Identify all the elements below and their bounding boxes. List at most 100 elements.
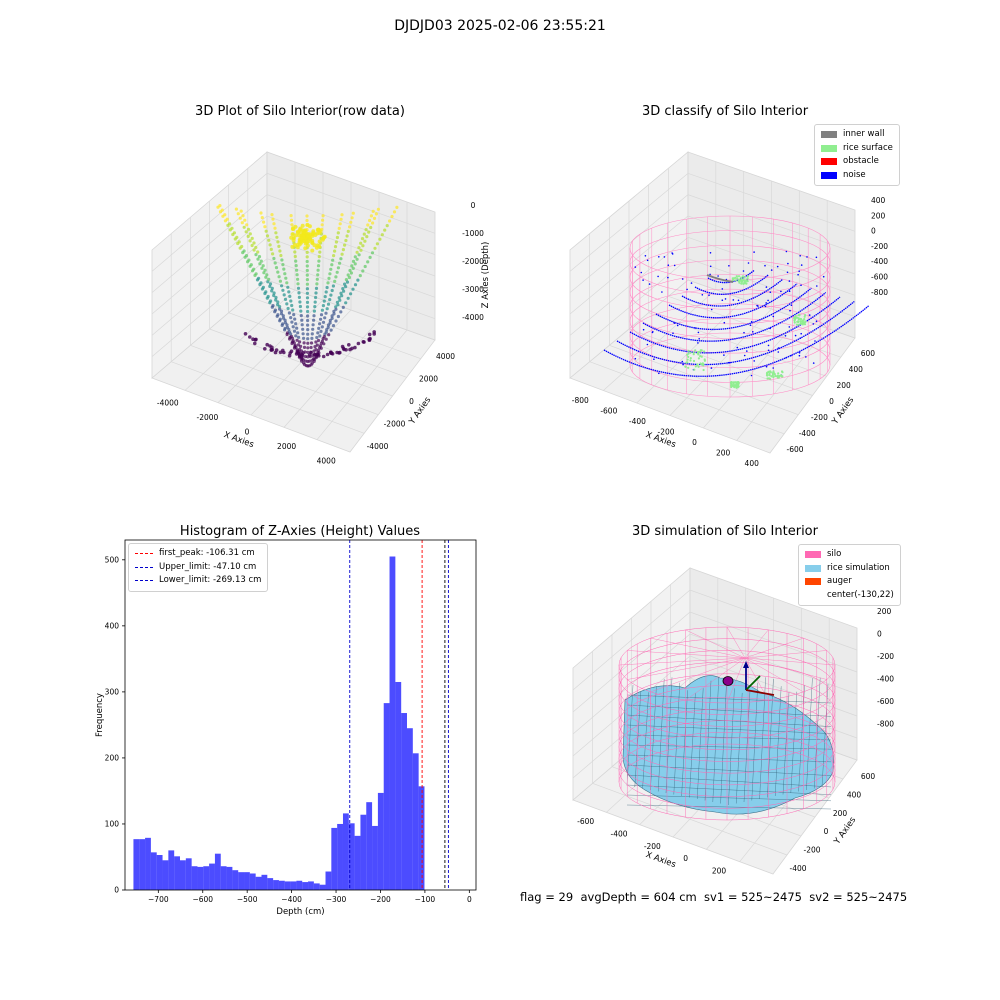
x-tick-label: −300 bbox=[326, 895, 347, 904]
raw-point bbox=[305, 250, 309, 254]
raw-point bbox=[289, 316, 293, 320]
sim-y-tick: 400 bbox=[847, 791, 862, 800]
histogram-bar bbox=[284, 881, 291, 890]
raw-point bbox=[388, 219, 392, 223]
raw-point bbox=[363, 239, 367, 243]
raw-point bbox=[285, 323, 289, 327]
raw-point bbox=[309, 345, 313, 350]
raw-point bbox=[298, 304, 302, 309]
raw-point bbox=[331, 258, 335, 262]
raw-z-tick: 0 bbox=[471, 201, 476, 210]
raw-point bbox=[324, 290, 328, 294]
raw-point bbox=[392, 210, 397, 214]
rice-surface-point bbox=[698, 350, 702, 353]
raw-point bbox=[288, 337, 292, 341]
raw-gridline bbox=[247, 296, 421, 359]
histogram-bar bbox=[407, 728, 413, 890]
rice-surface-point bbox=[700, 349, 703, 352]
raw-point bbox=[313, 300, 317, 304]
raw-point bbox=[274, 298, 278, 302]
raw-point bbox=[328, 321, 332, 325]
raw-point bbox=[345, 280, 350, 284]
raw-point bbox=[285, 281, 289, 285]
cls-x-tick: 400 bbox=[745, 459, 760, 468]
noise-point bbox=[812, 362, 815, 364]
raw-point bbox=[295, 338, 299, 342]
noise-point bbox=[671, 252, 673, 254]
raw-point bbox=[283, 272, 287, 276]
raw-point bbox=[366, 260, 370, 264]
noise-point bbox=[799, 337, 802, 339]
raw-point bbox=[315, 343, 319, 347]
raw-point bbox=[265, 342, 269, 347]
raw-point bbox=[319, 329, 323, 333]
raw-point bbox=[317, 244, 322, 249]
histogram-bar bbox=[185, 858, 192, 890]
noise-point bbox=[698, 338, 700, 340]
rice-surface-point bbox=[803, 315, 806, 318]
rice-surface-point bbox=[703, 359, 706, 362]
raw-point bbox=[278, 307, 282, 311]
histogram-bar bbox=[337, 823, 343, 890]
raw-point bbox=[305, 218, 309, 223]
raw-plot-title: 3D Plot of Silo Interior(row data) bbox=[195, 104, 405, 119]
raw-point bbox=[286, 306, 290, 311]
classify-3d-plot: -800-600-400-2000200400-600-400-20002004… bbox=[569, 151, 888, 468]
raw-point bbox=[298, 300, 302, 304]
raw-point bbox=[315, 335, 319, 340]
raw-point bbox=[268, 282, 273, 286]
noise-point bbox=[765, 286, 768, 288]
raw-point bbox=[302, 345, 307, 349]
raw-point bbox=[279, 309, 284, 313]
rice-surface-point bbox=[701, 362, 704, 365]
noise-point bbox=[799, 255, 801, 257]
raw-point bbox=[383, 228, 387, 232]
noise-swatch bbox=[821, 171, 837, 179]
raw-point bbox=[362, 232, 366, 236]
raw-point bbox=[297, 295, 301, 299]
raw-point bbox=[332, 309, 336, 313]
noise-point bbox=[728, 265, 730, 267]
raw-point bbox=[238, 246, 242, 250]
sim-x-tick: -200 bbox=[644, 842, 661, 851]
noise-point bbox=[815, 320, 818, 322]
noise-point bbox=[724, 298, 727, 300]
legend-entry: silo bbox=[805, 548, 894, 562]
cls-x-tick: -800 bbox=[572, 396, 589, 405]
raw-point bbox=[250, 236, 254, 240]
noise-point bbox=[786, 271, 789, 274]
rice-surface-point bbox=[777, 376, 780, 379]
noise-point bbox=[710, 308, 713, 311]
raw-point bbox=[310, 332, 314, 336]
raw-point bbox=[349, 292, 353, 296]
y-tick-label: 400 bbox=[105, 621, 120, 630]
noise-point bbox=[708, 294, 710, 296]
surface-mesh-line bbox=[751, 682, 758, 801]
rice-surface-point bbox=[687, 366, 690, 369]
noise-point bbox=[788, 290, 791, 293]
raw-point bbox=[357, 246, 361, 250]
raw-3d-plot: -4000 -2000 0 2000 4000 -4000 -2000 0 2000 4000 0 -… bbox=[151, 151, 491, 466]
noise-point bbox=[742, 270, 745, 272]
raw-point bbox=[278, 305, 282, 309]
raw-point bbox=[305, 240, 309, 245]
raw-point bbox=[316, 264, 321, 268]
raw-point bbox=[250, 243, 254, 248]
raw-point bbox=[273, 261, 277, 265]
raw-point bbox=[287, 311, 291, 315]
raw-point bbox=[341, 248, 345, 252]
noise-point bbox=[642, 328, 645, 331]
cls-x-tick: 0 bbox=[692, 438, 697, 447]
raw-point bbox=[243, 255, 247, 259]
raw-point bbox=[272, 293, 276, 298]
raw-point bbox=[364, 228, 368, 232]
surface-mesh-line bbox=[626, 784, 832, 795]
rice-surface-point bbox=[693, 368, 696, 371]
raw-point bbox=[362, 340, 366, 344]
sim-y-tick: 200 bbox=[833, 809, 848, 818]
raw-point bbox=[306, 332, 310, 336]
rice-surface-point bbox=[732, 384, 735, 387]
noise-point bbox=[767, 344, 770, 347]
noise-point bbox=[777, 347, 780, 349]
raw-point bbox=[253, 273, 257, 277]
